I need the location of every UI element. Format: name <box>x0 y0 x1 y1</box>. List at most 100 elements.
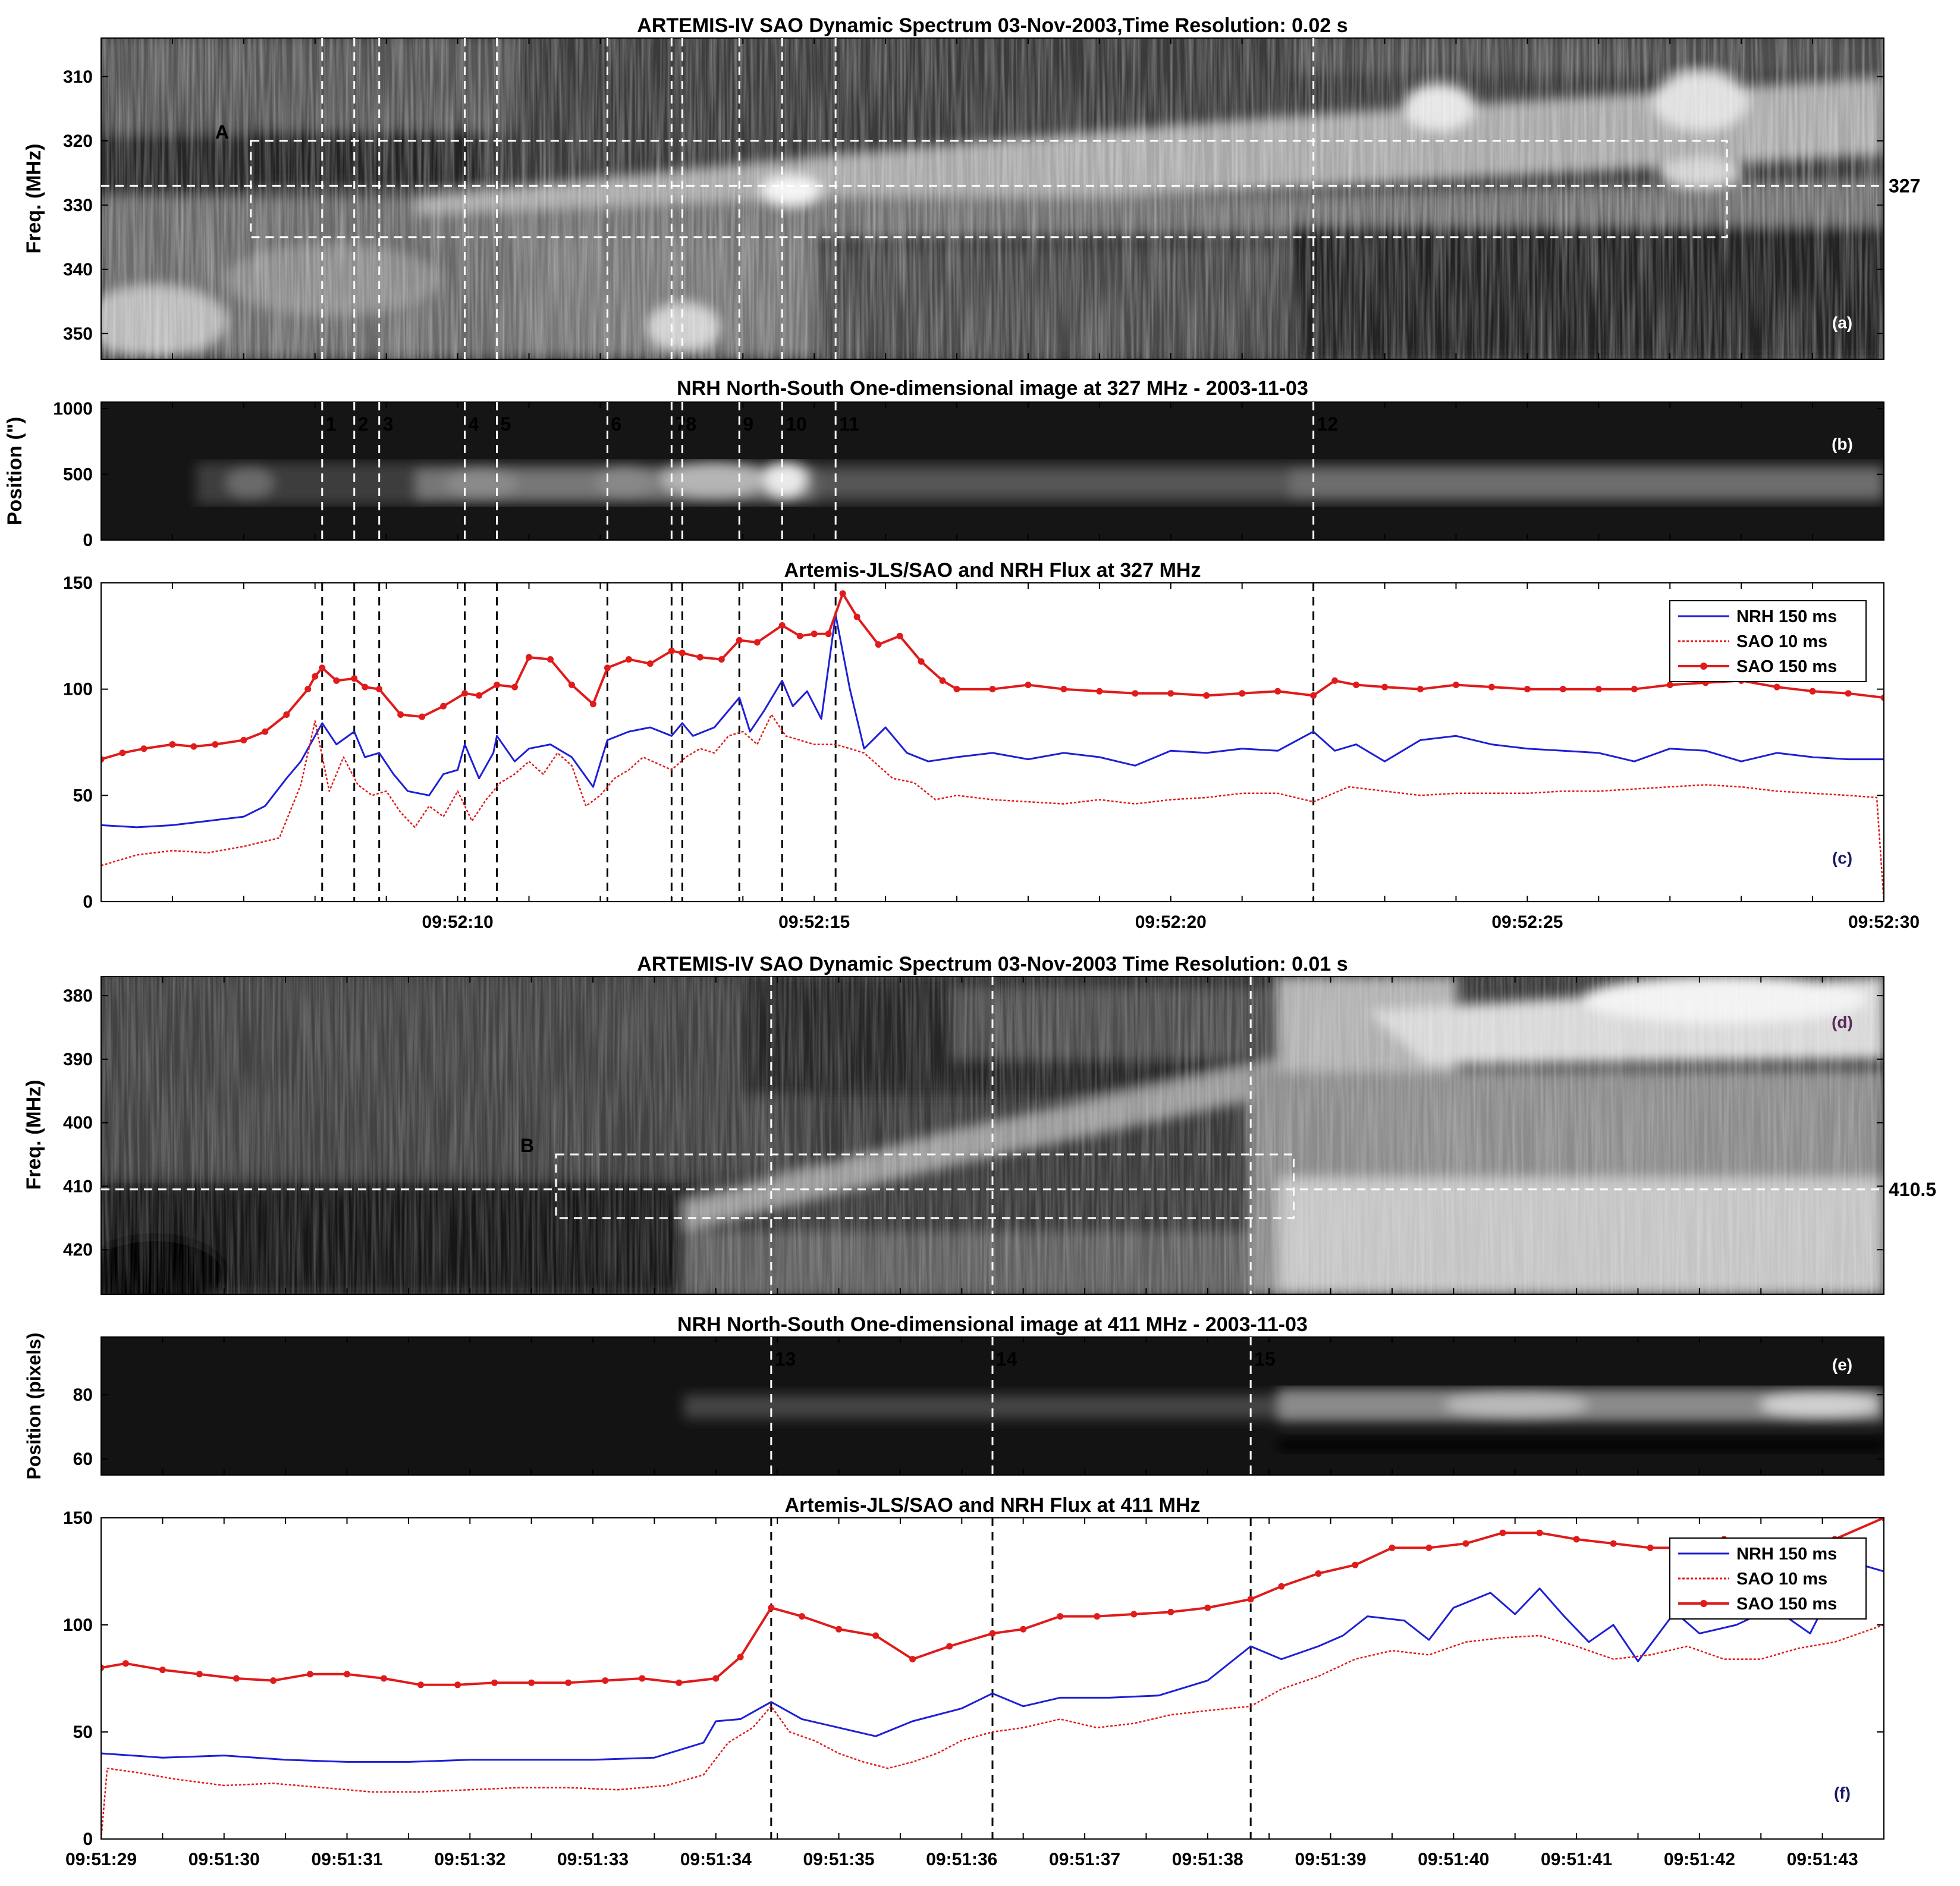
panel-f-title: Artemis-JLS/SAO and NRH Flux at 411 MHz <box>784 1494 1200 1517</box>
panel-f-axes: 0 50 100 150 09:51:29 09:51:30 09:51:31 09:51:3… <box>63 1508 1884 1869</box>
data-point <box>1666 682 1673 689</box>
data-point <box>362 683 369 691</box>
panel-f-plot-area <box>101 1518 1884 1839</box>
x-tick-label: 09:52:10 <box>422 912 494 932</box>
event-marker-label: 15 <box>1254 1348 1276 1370</box>
y-tick-label: 340 <box>63 260 93 280</box>
x-tick-label: 09:51:39 <box>1295 1850 1367 1869</box>
event-marker-label: 9 <box>743 413 753 435</box>
data-point <box>1389 1544 1396 1551</box>
event-marker-label: 6 <box>611 413 621 435</box>
x-tick-label: 09:51:29 <box>65 1850 137 1869</box>
data-point <box>1132 690 1139 697</box>
data-point <box>461 690 469 697</box>
data-point <box>939 677 946 684</box>
data-point <box>589 701 596 708</box>
data-point <box>679 649 686 657</box>
x-tick-label: 09:51:31 <box>311 1850 382 1869</box>
data-point <box>1524 686 1531 693</box>
x-tick-label: 09:51:37 <box>1049 1850 1120 1869</box>
data-point <box>419 713 426 720</box>
event-marker-label: 14 <box>996 1348 1017 1370</box>
data-point <box>712 1675 720 1682</box>
panel-d-title: ARTEMIS-IV SAO Dynamic Spectrum 03-Nov-2… <box>637 953 1348 975</box>
x-tick-label: 09:51:35 <box>803 1850 875 1869</box>
data-point <box>233 1675 240 1682</box>
panel-f-frame <box>100 1517 1884 1840</box>
event-marker-label: 3 <box>383 413 394 435</box>
event-marker-label: 1 <box>326 413 337 435</box>
data-point <box>646 660 654 667</box>
y-tick-label: 150 <box>63 1508 93 1528</box>
data-point <box>140 745 147 752</box>
y-tick-label: 1000 <box>53 399 93 419</box>
panel-c-frame <box>100 582 1884 902</box>
event-marker-label: 12 <box>1317 413 1339 435</box>
y-tick-label: 350 <box>63 324 93 344</box>
panel-b-frame <box>100 401 1884 541</box>
legend-label: SAO 150 ms <box>1736 657 1837 676</box>
data-point <box>1499 1529 1506 1536</box>
data-point <box>491 1679 498 1686</box>
region-box-label: B <box>520 1135 534 1156</box>
series-line-sao-10-ms <box>101 1624 1884 1839</box>
event-marker-label: 7 <box>675 413 686 435</box>
event-marker-label: 10 <box>786 413 807 435</box>
data-point <box>989 686 996 693</box>
data-point <box>333 677 340 684</box>
data-point <box>825 630 832 638</box>
data-point <box>1631 686 1638 693</box>
data-point <box>1167 690 1174 697</box>
panel-b-overlay: 1 2 3 4 5 6 7 8 9 10 11 12 <box>321 402 1339 540</box>
data-point <box>122 1660 129 1667</box>
data-point <box>1536 1529 1543 1536</box>
x-tick-label: 09:52:25 <box>1491 912 1563 932</box>
legend-swatch-marker <box>1700 663 1707 670</box>
data-point <box>351 675 358 682</box>
panel-b-tag: (b) <box>1832 435 1853 453</box>
data-point <box>1057 1613 1064 1620</box>
data-point <box>839 590 846 597</box>
panel-e-overlay: 13 14 15 <box>770 1337 1276 1475</box>
event-marker-label: 11 <box>839 413 859 435</box>
data-point <box>119 749 126 757</box>
panel-d-tag: (d) <box>1832 1013 1853 1031</box>
data-point <box>1845 690 1852 697</box>
data-point <box>476 692 483 699</box>
data-point <box>853 613 860 620</box>
region-box-label: A <box>215 121 229 143</box>
x-tick-label: 09:51:38 <box>1172 1850 1243 1869</box>
y-tick-label: 100 <box>63 680 93 699</box>
y-tick-label: 420 <box>63 1240 93 1260</box>
x-tick-label: 09:51:30 <box>189 1850 260 1869</box>
data-point <box>1425 1544 1433 1551</box>
data-point <box>269 1677 277 1684</box>
series-line-sao-150-ms <box>101 592 1884 761</box>
data-point <box>376 686 383 693</box>
panel-b-image <box>101 402 1884 540</box>
data-point <box>1809 688 1816 695</box>
data-point <box>896 632 903 639</box>
panel-b-title: NRH North-South One-dimensional image at… <box>677 377 1308 400</box>
panel-a-y-axis: 310 320 330 340 350 <box>63 38 1884 359</box>
x-tick-label: 09:51:36 <box>926 1850 997 1869</box>
panel-a-image <box>101 38 1884 359</box>
data-point <box>718 656 725 663</box>
data-point <box>1352 1561 1359 1568</box>
panel-f-flux-411: Artemis-JLS/SAO and NRH Flux at 411 MHz … <box>63 1494 1884 1869</box>
panel-e-y-axis: 60 80 <box>73 1337 1884 1475</box>
data-point <box>796 632 803 639</box>
panel-c-tag: (c) <box>1832 849 1852 867</box>
data-point <box>1417 686 1424 693</box>
data-point <box>1094 1613 1101 1620</box>
data-point <box>946 1643 953 1650</box>
data-point <box>1130 1611 1138 1618</box>
y-tick-label: 380 <box>63 986 93 1006</box>
panel-a-ylabel: Freq. (MHz) <box>23 143 45 253</box>
data-point <box>676 1679 683 1686</box>
y-tick-label: 150 <box>63 573 93 593</box>
data-point <box>602 1677 609 1684</box>
y-tick-label: 330 <box>63 196 93 215</box>
data-point <box>799 1613 806 1620</box>
region-box <box>555 1153 1295 1219</box>
